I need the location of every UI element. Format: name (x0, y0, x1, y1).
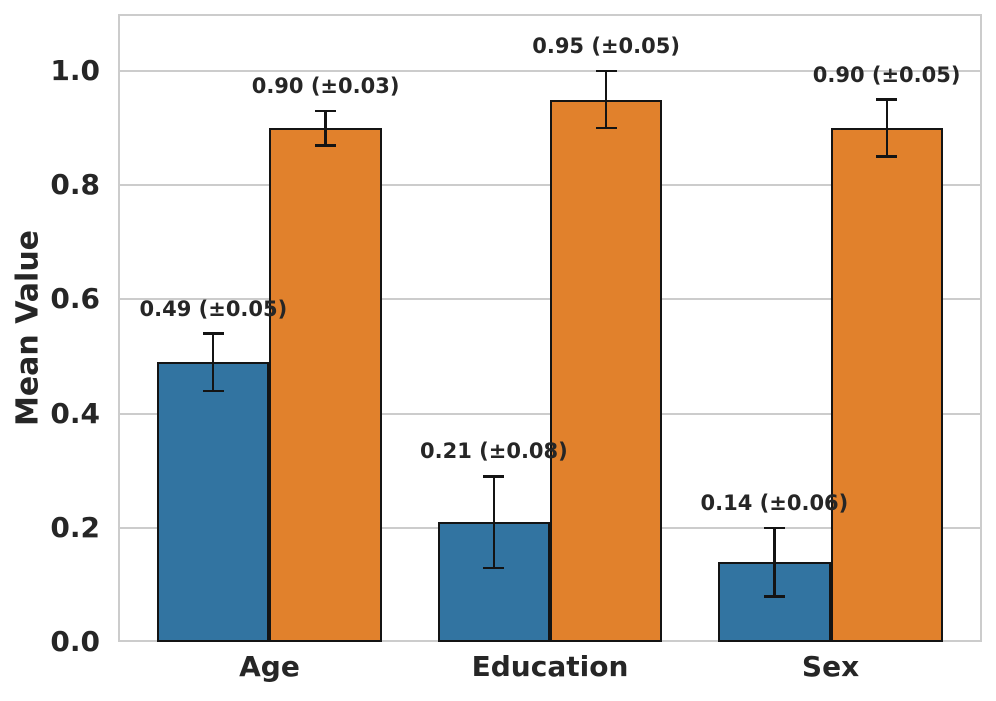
error-bar-cap (202, 332, 224, 335)
error-bar-cap (315, 144, 337, 147)
error-bar-cap (876, 98, 898, 101)
error-bar-line (492, 476, 495, 568)
bar-age-series-2-orange (269, 128, 382, 642)
error-bar-cap (483, 566, 505, 570)
bar-age-series-1-blue (157, 362, 270, 642)
error-bar-cap (483, 475, 505, 478)
bar-value-annotation: 0.14 (±0.06) (700, 490, 849, 515)
bar-value-annotation: 0.49 (±0.05) (139, 296, 288, 321)
error-bar-cap (876, 155, 898, 158)
error-bar-cap (595, 69, 617, 73)
error-bar-line (605, 71, 608, 129)
error-bar-cap (595, 126, 617, 130)
bar-value-annotation: 0.21 (±0.08) (420, 439, 568, 464)
error-bar-cap (763, 595, 785, 598)
x-tick-label-education: Education (471, 650, 629, 683)
y-tick-label: 0.6 (50, 282, 100, 316)
gridline-y-1.0 (118, 70, 982, 73)
bar-value-annotation: 0.90 (±0.05) (812, 62, 961, 87)
error-bar-line (885, 99, 888, 157)
error-bar-line (773, 527, 776, 597)
error-bar-line (212, 333, 215, 391)
x-tick-label-sex: Sex (801, 650, 860, 683)
error-bar-cap (315, 109, 337, 113)
error-bar-cap (202, 389, 224, 393)
y-tick-label: 1.0 (50, 54, 100, 88)
bar-education-series-2-orange (550, 99, 663, 642)
bar-value-annotation: 0.90 (±0.03) (251, 74, 400, 99)
error-bar-line (324, 111, 327, 146)
y-tick-label: 0.4 (50, 396, 100, 430)
y-tick-label: 0.8 (50, 168, 100, 202)
bar-sex-series-2-orange (830, 128, 943, 642)
y-tick-label: 0.2 (50, 510, 100, 544)
bar-value-annotation: 0.95 (±0.05) (532, 34, 680, 59)
y-tick-label: 0.0 (50, 625, 100, 658)
x-tick-label-age: Age (239, 650, 300, 683)
error-bar-cap (763, 526, 785, 530)
